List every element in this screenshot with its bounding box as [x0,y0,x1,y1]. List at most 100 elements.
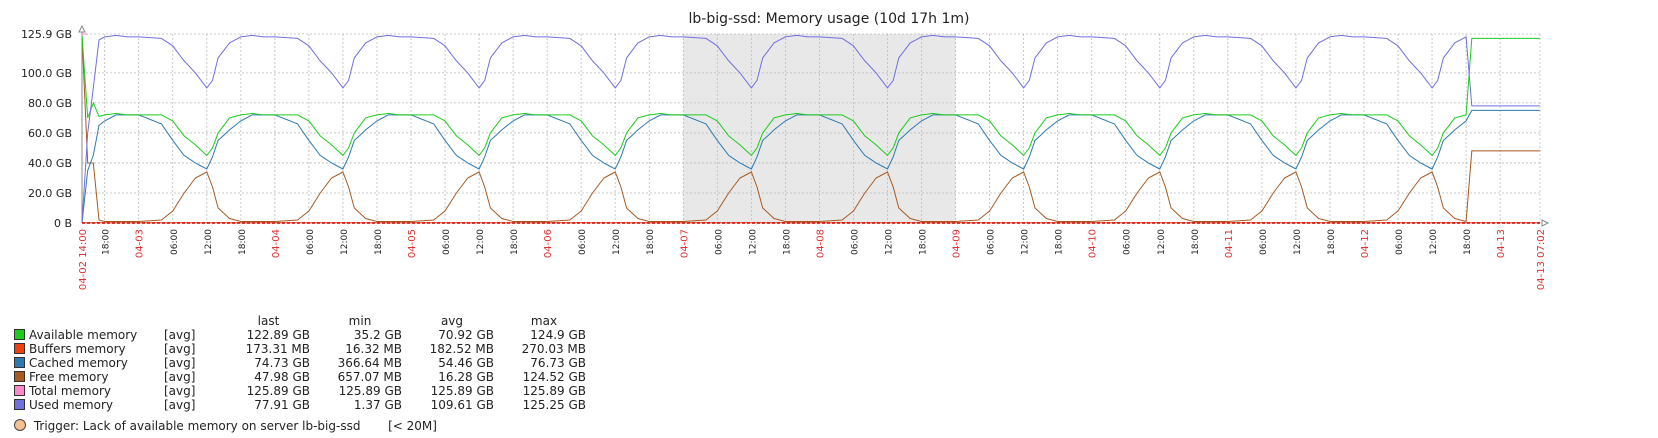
legend-swatch-icon [14,371,25,382]
x-tick-label: 04-13 [1496,229,1507,258]
chart-legend: last min avg max Available memory [avg] 12… [14,314,590,412]
legend-function: [avg] [164,356,196,370]
legend-series-name: Cached memory [29,356,128,370]
x-tick-label: 04-10 [1088,229,1099,258]
series-used-memory [81,34,1540,224]
x-tick-label: 04-13 07:02 [1536,229,1547,290]
legend-function: [avg] [164,370,196,384]
legend-avg-value: 70.92 GB [438,328,494,342]
legend-min-value: 366.64 MB [337,356,402,370]
legend-series-cell: Available memory [14,328,164,342]
x-tick-label: 04-06 [543,229,554,258]
legend-max-value: 124.52 GB [522,370,586,384]
x-tick-label: 12:00 [340,229,350,255]
x-tick-label: 04-04 [271,229,282,258]
x-tick-label: 04-09 [952,229,963,258]
chart-title: lb-big-ssd: Memory usage (10d 17h 1m) [688,11,969,27]
legend-function: [avg] [164,398,196,412]
legend-max-value: 125.25 GB [522,398,586,412]
legend-last-value: 125.89 GB [246,384,310,398]
legend-swatch-icon [14,329,25,340]
legend-series-name: Available memory [29,328,138,342]
legend-min-value: 125.89 GB [338,384,402,398]
trigger-label: Trigger: Lack of available memory on ser… [33,419,361,433]
x-tick-label: 18:00 [510,229,520,255]
legend-series-cell: Total memory [14,384,164,398]
legend-last-value: 77.91 GB [254,398,310,412]
x-tick-label: 04-08 [815,229,826,258]
legend-avg-value: 182.52 MB [429,342,494,356]
legend-swatch-icon [14,385,25,396]
x-tick-label: 12:00 [1157,229,1167,255]
legend-last-value: 74.73 GB [254,356,310,370]
legend-max-value: 125.89 GB [522,384,586,398]
legend-series-name: Used memory [29,398,113,412]
y-tick-label: 125.9 GB [21,28,72,41]
memory-usage-chart: lb-big-ssd: Memory usage (10d 17h 1m) 0 … [21,11,1550,290]
x-tick-label: 18:00 [919,229,929,255]
x-tick-label: 06:00 [442,229,452,255]
y-tick-label: 40.0 GB [28,157,72,170]
x-tick-label: 04-11 [1224,229,1235,258]
x-tick-label: 18:00 [646,229,656,255]
x-tick-label: 18:00 [102,229,112,255]
legend-header-min: min [348,314,372,328]
legend-series-cell: Free memory [14,370,164,384]
x-tick-label: 12:00 [612,229,622,255]
legend-series-name: Free memory [29,370,109,384]
x-tick-label: 12:00 [1293,229,1303,255]
legend-min-value: 16.32 MB [345,342,402,356]
x-tick-label: 18:00 [238,229,248,255]
legend-min-value: 35.2 GB [353,328,402,342]
legend-series-cell: Buffers memory [14,342,164,356]
y-tick-label: 20.0 GB [28,187,72,200]
y-tick-label: 100.0 GB [21,67,72,80]
legend-row: Used memory [avg] 77.91 GB 1.37 GB 109.61 GB… [14,398,590,412]
series-available-memory [81,35,1540,157]
legend-min-value: 657.07 MB [337,370,402,384]
x-axis-arrow-icon [1541,219,1550,227]
x-tick-label: 06:00 [1395,229,1405,255]
legend-row: Free memory [avg] 47.98 GB 657.07 MB 16.28 G… [14,370,590,384]
x-tick-label: 18:00 [1055,229,1065,255]
x-tick-label: 12:00 [1429,229,1439,255]
x-tick-label: 18:00 [1327,229,1337,255]
legend-max-value: 124.9 GB [530,328,586,342]
legend-header-last: last [257,314,280,328]
x-tick-label: 04-05 [407,229,418,258]
legend-swatch-icon [14,343,25,354]
legend-row: Available memory [avg] 122.89 GB 35.2 GB 70.… [14,328,590,342]
y-tick-label: 60.0 GB [28,127,72,140]
legend-function: [avg] [164,384,196,398]
x-tick-label: 18:00 [374,229,384,255]
x-tick-label: 12:00 [748,229,758,255]
x-tick-label: 12:00 [476,229,486,255]
y-axis-arrow-icon [78,24,86,33]
series-free-memory [81,35,1540,223]
legend-function: [avg] [164,342,196,356]
legend-row: Total memory [avg] 125.89 GB 125.89 GB 125.8… [14,384,590,398]
legend-last-value: 173.31 MB [245,342,310,356]
legend-min-value: 1.37 GB [353,398,402,412]
legend-avg-value: 125.89 GB [430,384,494,398]
legend-last-value: 122.89 GB [246,328,310,342]
x-tick-label: 18:00 [1463,229,1473,255]
x-tick-label: 06:00 [170,229,180,255]
legend-last-value: 47.98 GB [254,370,310,384]
x-tick-label: 04-07 [679,229,690,258]
legend-header-max: max [530,314,558,328]
x-tick-label: 04-02 14:00 [78,229,89,290]
x-tick-label: 04-12 [1360,229,1371,258]
x-tick-label: 06:00 [306,229,316,255]
x-tick-label: 12:00 [884,229,894,255]
legend-series-cell: Used memory [14,398,164,412]
x-tick-label: 06:00 [1123,229,1133,255]
x-tick-label: 04-03 [135,229,146,258]
legend-function: [avg] [164,328,196,342]
y-tick-label: 0 B [54,217,72,230]
x-tick-label: 06:00 [1259,229,1269,255]
x-tick-label: 06:00 [578,229,588,255]
legend-row: Buffers memory [avg] 173.31 MB 16.32 MB 182.… [14,342,590,356]
x-tick-label: 18:00 [1191,229,1201,255]
x-tick-label: 18:00 [782,229,792,255]
